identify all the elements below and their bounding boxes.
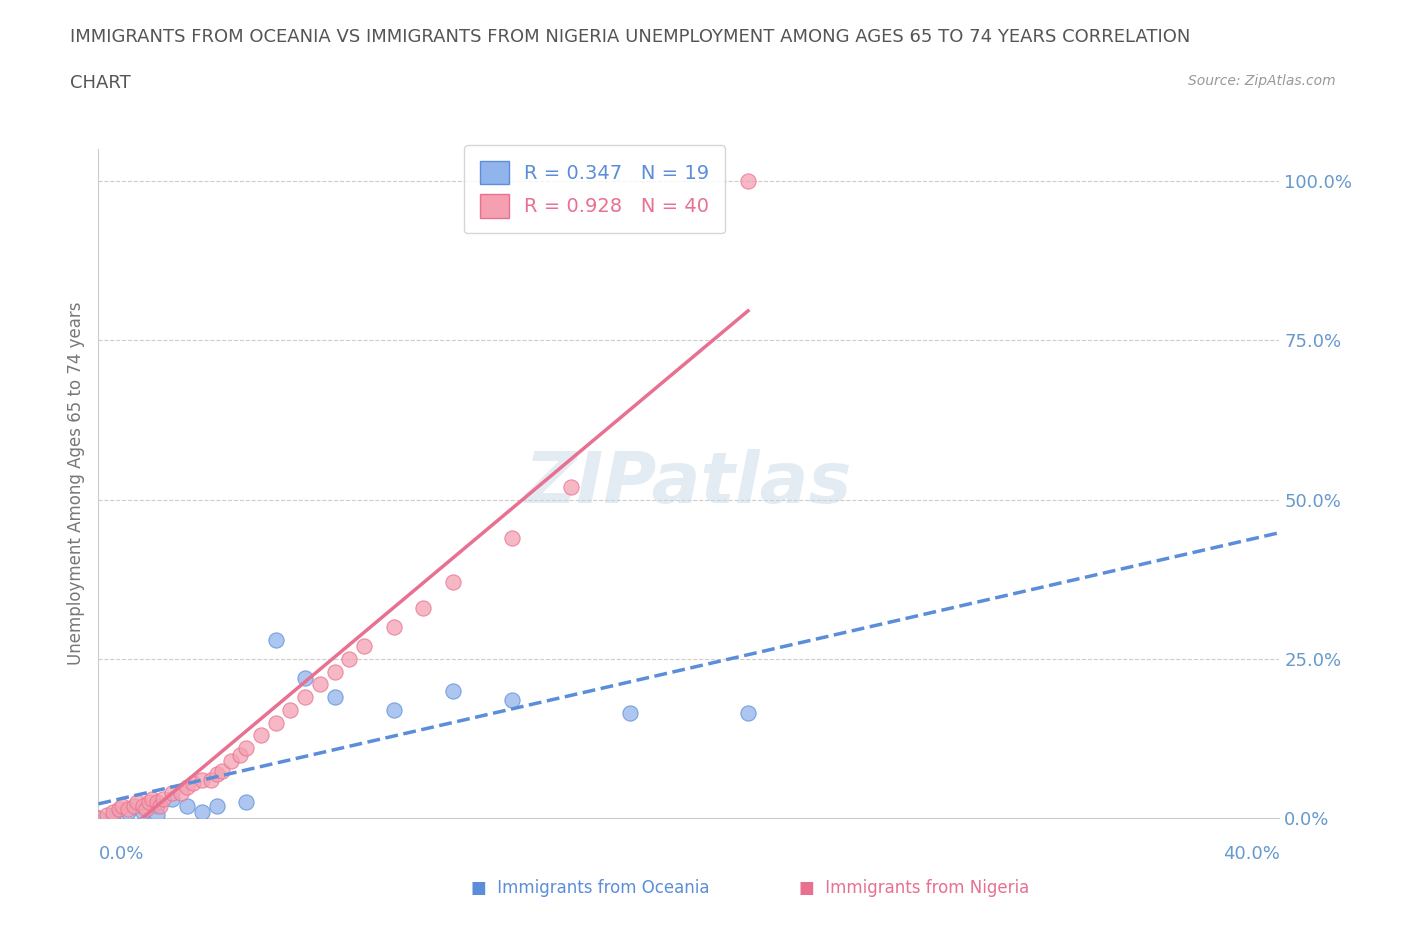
Point — [501, 693, 523, 708]
Point — [146, 795, 169, 810]
Point — [87, 811, 110, 826]
Point — [152, 791, 174, 806]
Point — [737, 706, 759, 721]
Point — [170, 786, 193, 801]
Point — [111, 798, 134, 813]
Point — [96, 808, 118, 823]
Point — [264, 715, 287, 730]
Text: 40.0%: 40.0% — [1223, 844, 1279, 863]
Text: ZIPatlas: ZIPatlas — [526, 449, 852, 518]
Text: ■  Immigrants from Nigeria: ■ Immigrants from Nigeria — [799, 879, 1029, 897]
Point — [103, 804, 125, 819]
Text: CHART: CHART — [70, 74, 131, 92]
Point — [149, 798, 172, 813]
Point — [87, 811, 110, 826]
Point — [294, 690, 316, 705]
Point — [181, 776, 204, 790]
Point — [382, 619, 405, 634]
Point — [412, 601, 434, 616]
Point — [382, 702, 405, 717]
Point — [176, 798, 198, 813]
Point — [117, 802, 139, 817]
Point — [219, 753, 242, 768]
Point — [250, 728, 273, 743]
Text: IMMIGRANTS FROM OCEANIA VS IMMIGRANTS FROM NIGERIA UNEMPLOYMENT AMONG AGES 65 TO: IMMIGRANTS FROM OCEANIA VS IMMIGRANTS FR… — [70, 28, 1191, 46]
Point — [122, 798, 145, 813]
Point — [132, 804, 155, 819]
Point — [135, 802, 157, 817]
Point — [141, 791, 163, 806]
Point — [323, 664, 346, 679]
Point — [176, 779, 198, 794]
Point — [229, 747, 252, 762]
Point — [235, 741, 257, 756]
Point — [146, 798, 169, 813]
Point — [162, 791, 183, 806]
Point — [191, 804, 214, 819]
Point — [117, 804, 139, 819]
Point — [205, 798, 228, 813]
Point — [737, 173, 759, 188]
Point — [211, 764, 233, 778]
Point — [294, 671, 316, 685]
Point — [162, 786, 183, 801]
Point — [441, 575, 464, 590]
Point — [501, 530, 523, 545]
Point — [205, 766, 228, 781]
Point — [441, 684, 464, 698]
Point — [146, 808, 169, 823]
Point — [132, 798, 155, 813]
Point — [235, 795, 257, 810]
Point — [619, 706, 641, 721]
Point — [309, 677, 332, 692]
Point — [353, 639, 375, 654]
Y-axis label: Unemployment Among Ages 65 to 74 years: Unemployment Among Ages 65 to 74 years — [66, 302, 84, 665]
Point — [103, 808, 125, 823]
Legend: R = 0.347   N = 19, R = 0.928   N = 40: R = 0.347 N = 19, R = 0.928 N = 40 — [464, 145, 725, 233]
Point — [560, 479, 582, 494]
Point — [339, 652, 360, 667]
Text: 0.0%: 0.0% — [98, 844, 143, 863]
Point — [138, 795, 160, 810]
Point — [125, 795, 148, 810]
Point — [108, 802, 131, 817]
Text: ■  Immigrants from Oceania: ■ Immigrants from Oceania — [471, 879, 710, 897]
Point — [200, 773, 222, 788]
Point — [264, 632, 287, 647]
Point — [191, 773, 214, 788]
Point — [278, 702, 302, 717]
Text: Source: ZipAtlas.com: Source: ZipAtlas.com — [1188, 74, 1336, 88]
Point — [323, 690, 346, 705]
